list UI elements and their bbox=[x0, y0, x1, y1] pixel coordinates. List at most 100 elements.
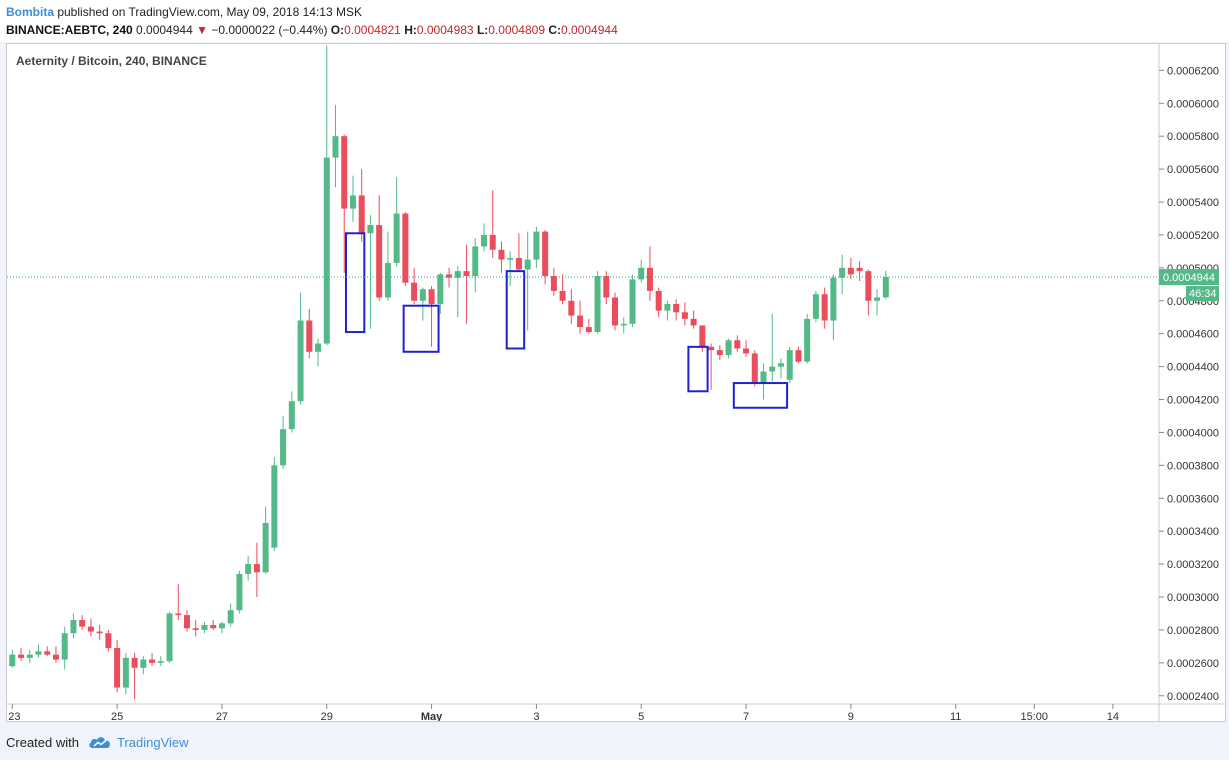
candle-down[interactable] bbox=[655, 287, 662, 318]
candle-up[interactable] bbox=[288, 391, 295, 433]
candle-down[interactable] bbox=[446, 267, 453, 288]
candle-down[interactable] bbox=[821, 287, 828, 329]
candle-down[interactable] bbox=[114, 639, 121, 693]
y-axis[interactable]: 0.0002400 0.0002600 0.0002800 0.0003000 0.00… bbox=[1159, 65, 1219, 703]
candle-down[interactable] bbox=[210, 620, 217, 630]
candle-down[interactable] bbox=[681, 302, 688, 326]
candle-down[interactable] bbox=[376, 195, 383, 301]
annotation-box[interactable] bbox=[687, 345, 709, 393]
candle-up[interactable] bbox=[777, 358, 784, 379]
candle-down[interactable] bbox=[847, 257, 854, 280]
candle-down[interactable] bbox=[568, 289, 575, 324]
candle-up[interactable] bbox=[437, 272, 444, 314]
candle-up[interactable] bbox=[472, 238, 479, 293]
candle-down[interactable] bbox=[542, 229, 549, 285]
candle-up[interactable] bbox=[533, 226, 540, 268]
candle-down[interactable] bbox=[96, 624, 103, 640]
candle-down[interactable] bbox=[175, 583, 182, 621]
candle-up[interactable] bbox=[140, 656, 147, 675]
candle-up[interactable] bbox=[262, 506, 269, 574]
candle-up[interactable] bbox=[480, 223, 487, 252]
candle-up[interactable] bbox=[35, 644, 42, 658]
candle-down[interactable] bbox=[79, 615, 86, 630]
author-link[interactable]: Bombita bbox=[6, 5, 54, 19]
candle-down[interactable] bbox=[646, 246, 653, 301]
candle-down[interactable] bbox=[44, 646, 51, 657]
candle-up[interactable] bbox=[664, 300, 671, 321]
candle-down[interactable] bbox=[515, 233, 522, 272]
candle-up[interactable] bbox=[227, 603, 234, 627]
candle-up[interactable] bbox=[61, 626, 68, 670]
candle-up[interactable] bbox=[839, 254, 846, 295]
candle-up[interactable] bbox=[812, 290, 819, 323]
candle-down[interactable] bbox=[550, 267, 557, 296]
x-axis[interactable]: 23 25 27 29 May 3 5 7 9 11 15:00 14 bbox=[8, 704, 1119, 721]
candle-down[interactable] bbox=[489, 190, 496, 258]
candle-up[interactable] bbox=[323, 45, 330, 346]
candle-down[interactable] bbox=[795, 346, 802, 364]
candle-down[interactable] bbox=[856, 261, 863, 282]
candle-down[interactable] bbox=[577, 300, 584, 334]
tradingview-link[interactable]: TradingView bbox=[117, 735, 189, 750]
candle-up[interactable] bbox=[882, 270, 889, 300]
candle-down[interactable] bbox=[865, 269, 872, 316]
candle-down[interactable] bbox=[716, 345, 723, 361]
candle-down[interactable] bbox=[751, 350, 758, 387]
candle-down[interactable] bbox=[411, 267, 418, 305]
candle-down[interactable] bbox=[105, 629, 112, 652]
candle-down[interactable] bbox=[690, 310, 697, 329]
chart-container[interactable]: 0.0002400 0.0002600 0.0002800 0.0003000 0.00… bbox=[6, 43, 1226, 722]
candle-down[interactable] bbox=[131, 652, 138, 700]
candle-up[interactable] bbox=[26, 649, 33, 663]
candle-up[interactable] bbox=[297, 292, 304, 405]
candle-down[interactable] bbox=[559, 274, 566, 305]
annotation-box[interactable] bbox=[344, 232, 366, 334]
tradingview-cloud-icon[interactable] bbox=[88, 734, 112, 750]
candle-up[interactable] bbox=[454, 266, 461, 318]
candle-up[interactable] bbox=[201, 621, 208, 634]
candle-down[interactable] bbox=[734, 335, 741, 352]
candle-up[interactable] bbox=[638, 259, 645, 283]
candle-down[interactable] bbox=[253, 542, 260, 598]
candle-up[interactable] bbox=[218, 621, 225, 634]
candle-down[interactable] bbox=[402, 211, 409, 286]
candlestick-chart[interactable]: 0.0002400 0.0002600 0.0002800 0.0003000 0.00… bbox=[7, 44, 1225, 721]
candle-up[interactable] bbox=[70, 613, 77, 639]
candle-up[interactable] bbox=[271, 457, 278, 551]
candle-up[interactable] bbox=[786, 346, 793, 384]
candle-up[interactable] bbox=[367, 215, 374, 329]
candle-up[interactable] bbox=[594, 271, 601, 334]
candle-down[interactable] bbox=[612, 292, 619, 331]
candle-down[interactable] bbox=[192, 620, 199, 637]
candle-down[interactable] bbox=[673, 299, 680, 321]
annotation-box[interactable] bbox=[402, 304, 440, 353]
candle-up[interactable] bbox=[245, 555, 252, 581]
candle-down[interactable] bbox=[603, 271, 610, 305]
candle-up[interactable] bbox=[830, 274, 837, 341]
candle-up[interactable] bbox=[157, 656, 164, 667]
candle-down[interactable] bbox=[87, 618, 94, 637]
candle-down[interactable] bbox=[149, 652, 156, 667]
candle-up[interactable] bbox=[384, 231, 391, 301]
candle-up[interactable] bbox=[524, 231, 531, 331]
candle-up[interactable] bbox=[760, 363, 767, 400]
candle-up[interactable] bbox=[332, 104, 339, 188]
candle-up[interactable] bbox=[769, 313, 776, 382]
candle-down[interactable] bbox=[358, 169, 365, 242]
candle-up[interactable] bbox=[122, 652, 129, 695]
candle-down[interactable] bbox=[463, 244, 470, 324]
candle-up[interactable] bbox=[804, 313, 811, 364]
candle-up[interactable] bbox=[507, 251, 514, 286]
candle-up[interactable] bbox=[419, 287, 426, 321]
candle-up[interactable] bbox=[393, 177, 400, 267]
candle-down[interactable] bbox=[743, 340, 750, 357]
candle-up[interactable] bbox=[629, 274, 636, 328]
candle-down[interactable] bbox=[585, 318, 592, 334]
candle-down[interactable] bbox=[306, 308, 313, 359]
candle-up[interactable] bbox=[166, 611, 173, 663]
candle-up[interactable] bbox=[236, 570, 243, 614]
candle-down[interactable] bbox=[708, 343, 715, 390]
candle-down[interactable] bbox=[52, 646, 59, 663]
candle-down[interactable] bbox=[428, 285, 435, 347]
candle-up[interactable] bbox=[725, 338, 732, 359]
